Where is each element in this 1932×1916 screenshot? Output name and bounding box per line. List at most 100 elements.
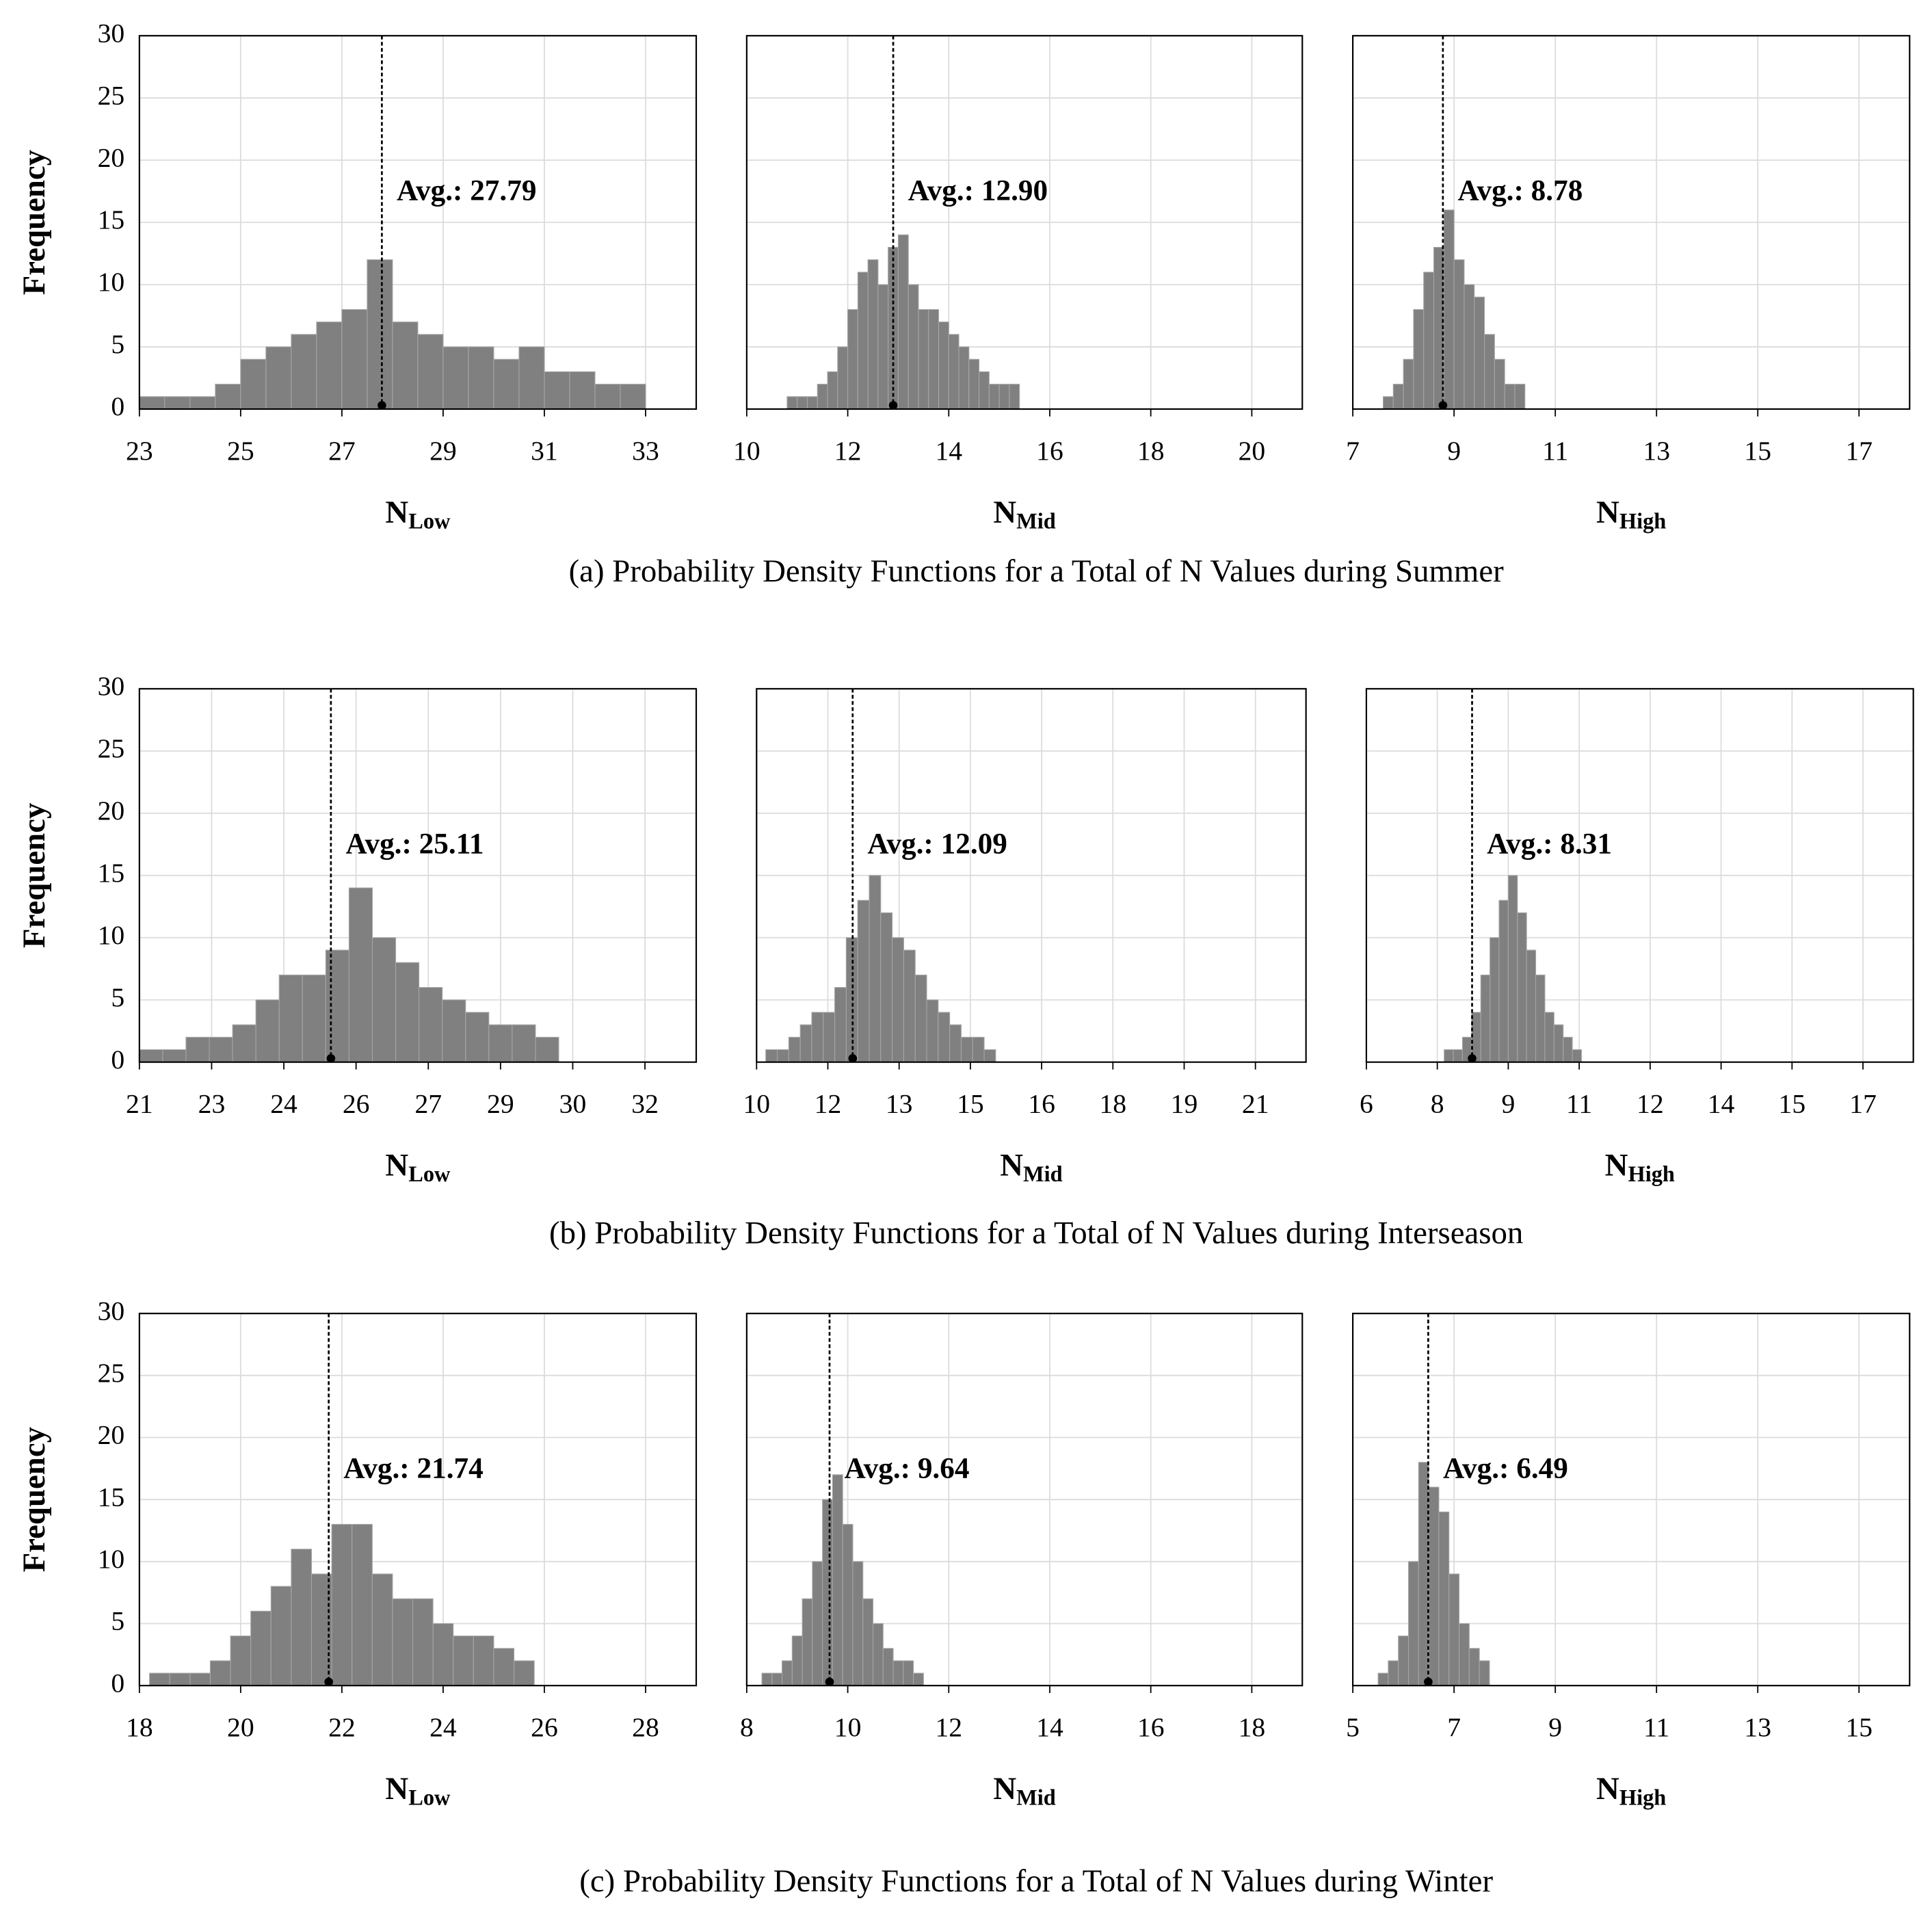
x-axis-label: NMid — [993, 495, 1055, 534]
histogram-bar — [817, 384, 828, 410]
histogram-bar — [1443, 209, 1455, 410]
histogram-bar — [493, 1648, 515, 1686]
histogram-bar — [419, 987, 443, 1063]
plot-frame — [138, 1313, 698, 1687]
x-tick-label: 17 — [1849, 1089, 1877, 1119]
histogram-bar — [412, 1598, 434, 1686]
histogram-bar — [1535, 974, 1546, 1063]
plot-frame — [745, 35, 1304, 410]
histogram-bar — [983, 1049, 996, 1063]
x-axis-label: NLow — [385, 1147, 451, 1187]
x-tick-label: 12 — [815, 1089, 842, 1119]
mean-annotation: Avg.: 8.78 — [1457, 174, 1583, 207]
histogram-bar — [371, 937, 397, 1063]
x-tick-label: 23 — [126, 436, 153, 466]
histogram-bar — [1438, 1511, 1450, 1686]
histogram-bar — [442, 346, 469, 410]
x-tick-label: 15 — [1779, 1089, 1806, 1119]
histogram-bar — [988, 384, 1000, 410]
x-tick-label: 9 — [1501, 1089, 1515, 1119]
histogram-bar — [797, 396, 808, 410]
mean-annotation: Avg.: 6.49 — [1443, 1452, 1568, 1485]
x-tick-label: 14 — [1036, 1712, 1063, 1742]
mean-dot — [324, 1677, 333, 1687]
y-tick-label: 20 — [98, 796, 125, 826]
x-tick-label: 13 — [1643, 436, 1670, 466]
x-axis-label: NMid — [1000, 1147, 1062, 1187]
x-tick-label: 29 — [429, 436, 457, 466]
x-axis-label-main: N — [993, 495, 1016, 530]
histogram-bar — [857, 272, 869, 410]
mean-dot — [1438, 401, 1448, 410]
histogram-bar — [1517, 912, 1527, 1063]
x-axis-label-sub: Mid — [1023, 1163, 1063, 1187]
x-tick-label: 19 — [1171, 1089, 1198, 1119]
plot-frame — [1352, 35, 1911, 410]
caption: (c) Probability Density Functions for a … — [579, 1863, 1493, 1899]
histogram-bar — [882, 1648, 894, 1686]
histogram-bar — [1553, 1024, 1564, 1063]
mean-dot — [378, 401, 386, 410]
histogram-bar — [869, 875, 882, 1063]
x-tick-label: 9 — [1447, 436, 1461, 466]
histogram-bar — [392, 1598, 414, 1686]
x-tick-label: 7 — [1346, 436, 1360, 466]
x-tick-label: 13 — [886, 1089, 913, 1119]
x-tick-label: 15 — [1845, 1712, 1873, 1742]
x-tick-label: 21 — [126, 1089, 153, 1119]
histogram-bar — [392, 321, 419, 410]
y-tick-label: 30 — [98, 1296, 125, 1326]
x-tick-label: 16 — [1028, 1089, 1055, 1119]
histogram-bar — [968, 358, 980, 410]
x-tick-label: 15 — [1744, 436, 1771, 466]
x-tick-label: 8 — [1431, 1089, 1444, 1119]
histogram-bar — [1413, 309, 1425, 410]
x-axis-label-sub: High — [1628, 1163, 1674, 1187]
histogram-bar — [842, 1523, 853, 1686]
x-axis-label: NLow — [385, 1771, 451, 1811]
x-tick-label: 18 — [126, 1712, 153, 1742]
y-tick-label: 0 — [111, 391, 124, 421]
histogram-bar — [468, 346, 494, 410]
histogram-bar — [1498, 900, 1509, 1063]
histogram-bar — [832, 1474, 843, 1686]
histogram-bar — [867, 259, 879, 410]
x-tick-label: 10 — [834, 1712, 862, 1742]
histogram-bar — [1526, 949, 1537, 1063]
x-axis-label-main: N — [385, 1771, 408, 1807]
histogram-bar — [903, 949, 916, 1063]
histogram-bar — [1474, 296, 1485, 410]
mean-annotation: Avg.: 25.11 — [345, 827, 484, 860]
histogram-bar — [913, 1672, 924, 1686]
plot-frame — [138, 35, 698, 410]
histogram-bar — [880, 912, 893, 1063]
y-tick-label: 5 — [111, 329, 124, 359]
x-tick-label: 12 — [1637, 1089, 1664, 1119]
y-tick-label: 25 — [98, 80, 125, 110]
histogram-bar — [1418, 1462, 1429, 1686]
histogram-bar — [998, 384, 1010, 410]
x-axis-label-main: N — [385, 495, 408, 530]
histogram-bar — [209, 1660, 231, 1686]
histogram-bar — [1403, 358, 1414, 410]
histogram-bar — [914, 974, 927, 1063]
plot-frame — [756, 687, 1307, 1063]
x-tick-label: 27 — [414, 1089, 442, 1119]
x-tick-label: 10 — [743, 1089, 770, 1119]
mean-dot — [326, 1054, 336, 1063]
x-tick-label: 31 — [531, 436, 558, 466]
y-tick-label: 25 — [98, 1358, 125, 1388]
x-tick-label: 10 — [733, 436, 760, 466]
x-tick-label: 23 — [198, 1089, 226, 1119]
histogram-bar — [352, 1523, 373, 1686]
plot-frame — [1352, 1313, 1911, 1687]
y-axis-label: Frequency — [16, 150, 52, 295]
histogram-bar — [786, 396, 798, 410]
mean-annotation: Avg.: 12.09 — [867, 827, 1007, 860]
histogram-bar — [938, 321, 949, 410]
x-tick-label: 18 — [1099, 1089, 1126, 1119]
histogram-bar — [1453, 259, 1465, 410]
x-tick-label: 14 — [935, 436, 962, 466]
histogram-bar — [417, 334, 444, 410]
